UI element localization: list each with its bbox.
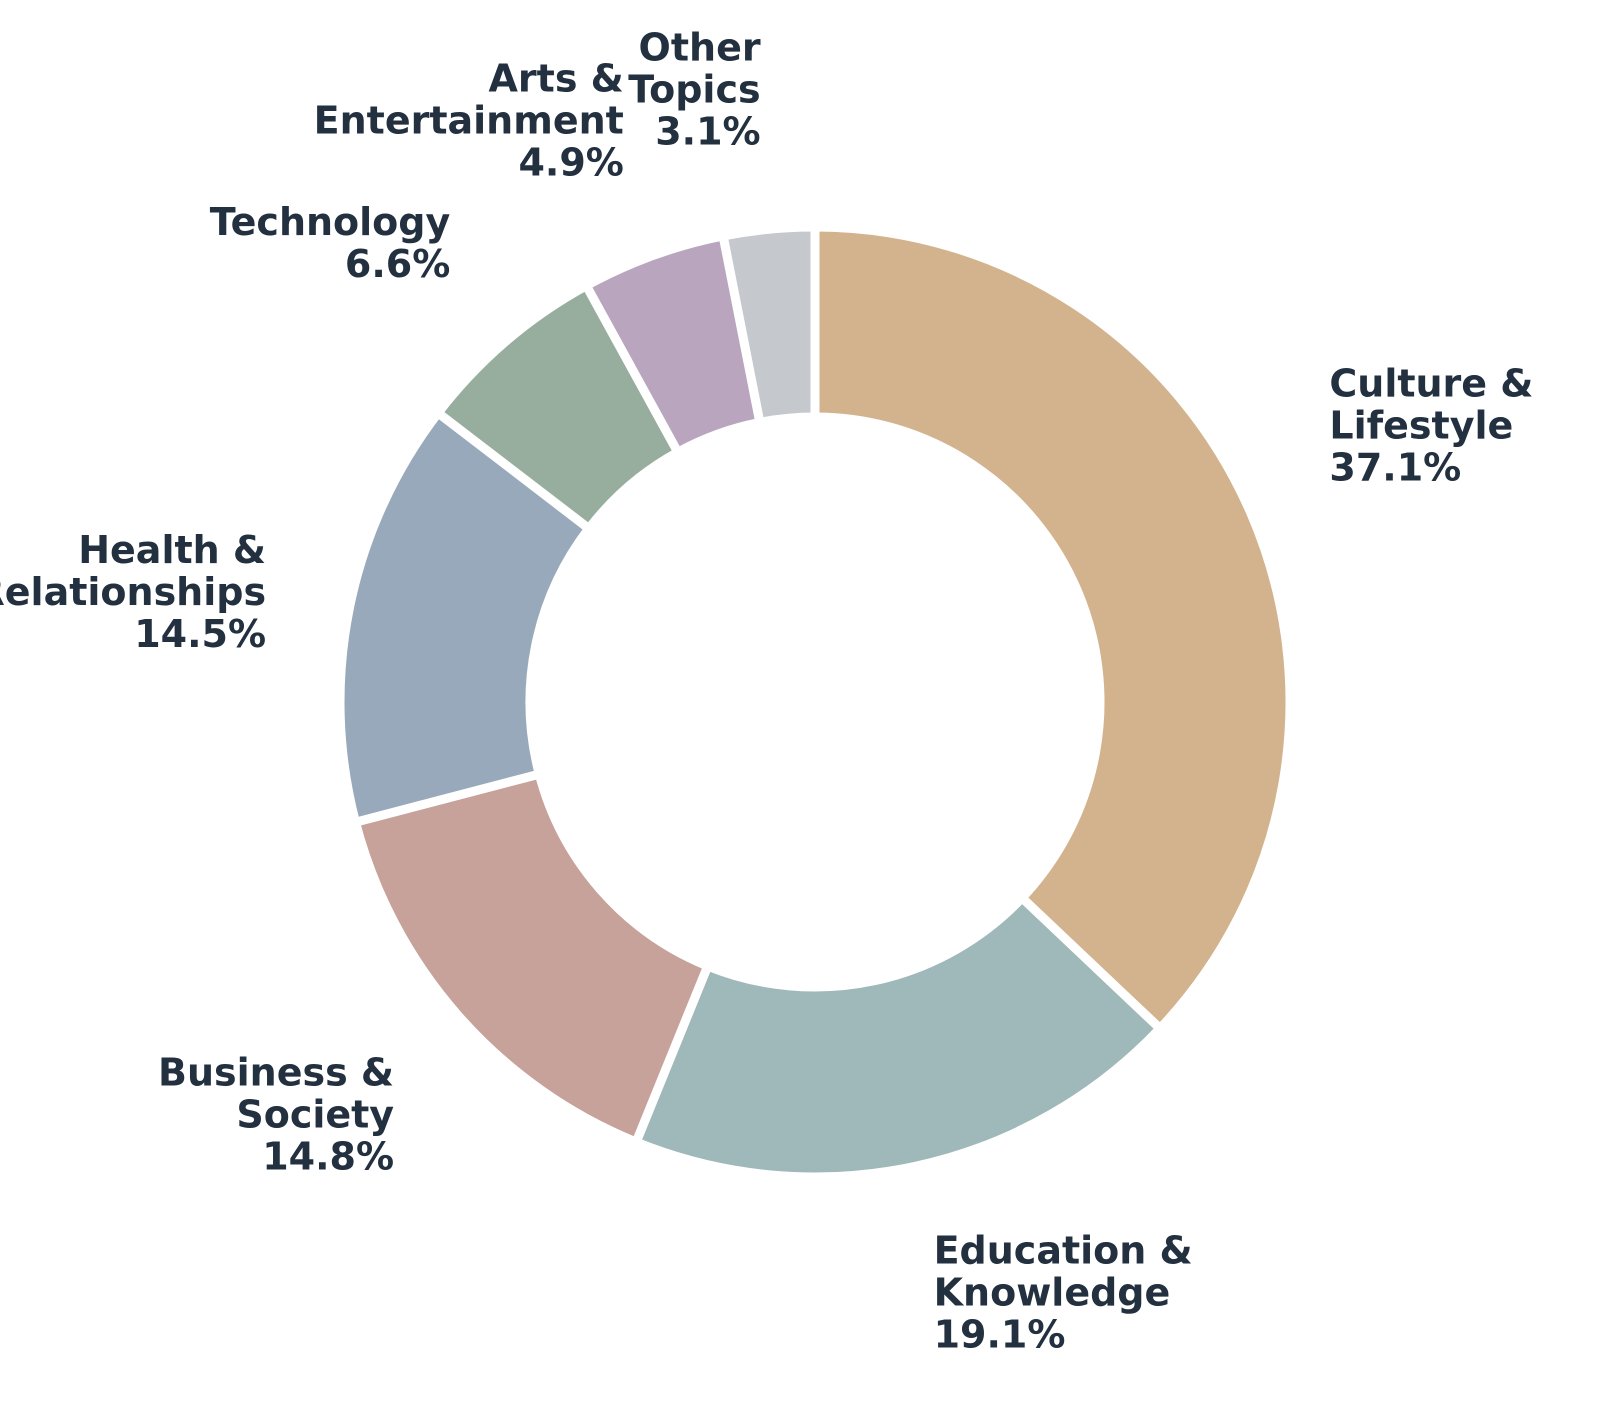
pie-slice-6 [717, 222, 820, 428]
slice-category-label: Knowledge [934, 1270, 1171, 1314]
slice-category-label: Health & [78, 528, 266, 572]
pie-slice-2 [349, 768, 714, 1148]
slice-category-label: Lifestyle [1329, 404, 1513, 448]
slice-category-label: Entertainment [314, 99, 624, 143]
slice-value-label: 4.9% [518, 141, 623, 185]
slices-layer [335, 222, 1295, 1182]
slice-value-label: 3.1% [655, 110, 760, 154]
slice-label-2: Business & Society 14.8% [158, 1050, 394, 1178]
slice-label-5: Arts & Entertainment 4.9% [314, 57, 624, 185]
slice-category-label: Relationships [0, 570, 266, 614]
slice-label-1: Education & Knowledge 19.1% [934, 1228, 1193, 1356]
labels-layer: Culture & Lifestyle 37.1% Education & Knowle… [0, 26, 1533, 1357]
slice-value-label: 14.5% [134, 612, 266, 656]
slice-value-label: 6.6% [345, 242, 450, 286]
slice-category-label: Business & [158, 1050, 394, 1094]
slice-label-6: Other Topics 3.1% [628, 26, 761, 154]
slice-category-label: Topics [628, 68, 760, 112]
pie-slice-3 [335, 406, 596, 828]
slice-category-label: Other [639, 26, 761, 70]
slice-value-label: 14.8% [262, 1134, 394, 1178]
slice-category-label: Culture & [1329, 362, 1533, 406]
slice-category-label: Arts & [489, 57, 624, 101]
slice-value-label: 37.1% [1329, 446, 1461, 490]
slice-category-label: Education & [934, 1228, 1193, 1272]
pie-slice-0 [810, 222, 1295, 1035]
slice-value-label: 19.1% [934, 1312, 1066, 1356]
slice-label-0: Culture & Lifestyle 37.1% [1329, 362, 1533, 490]
slice-label-3: Health & Relationships 14.5% [0, 528, 266, 656]
slice-label-4: Technology 6.6% [210, 200, 451, 286]
slice-category-label: Society [236, 1092, 394, 1136]
slice-category-label: Technology [210, 200, 451, 244]
pie-slice-1 [630, 891, 1167, 1182]
